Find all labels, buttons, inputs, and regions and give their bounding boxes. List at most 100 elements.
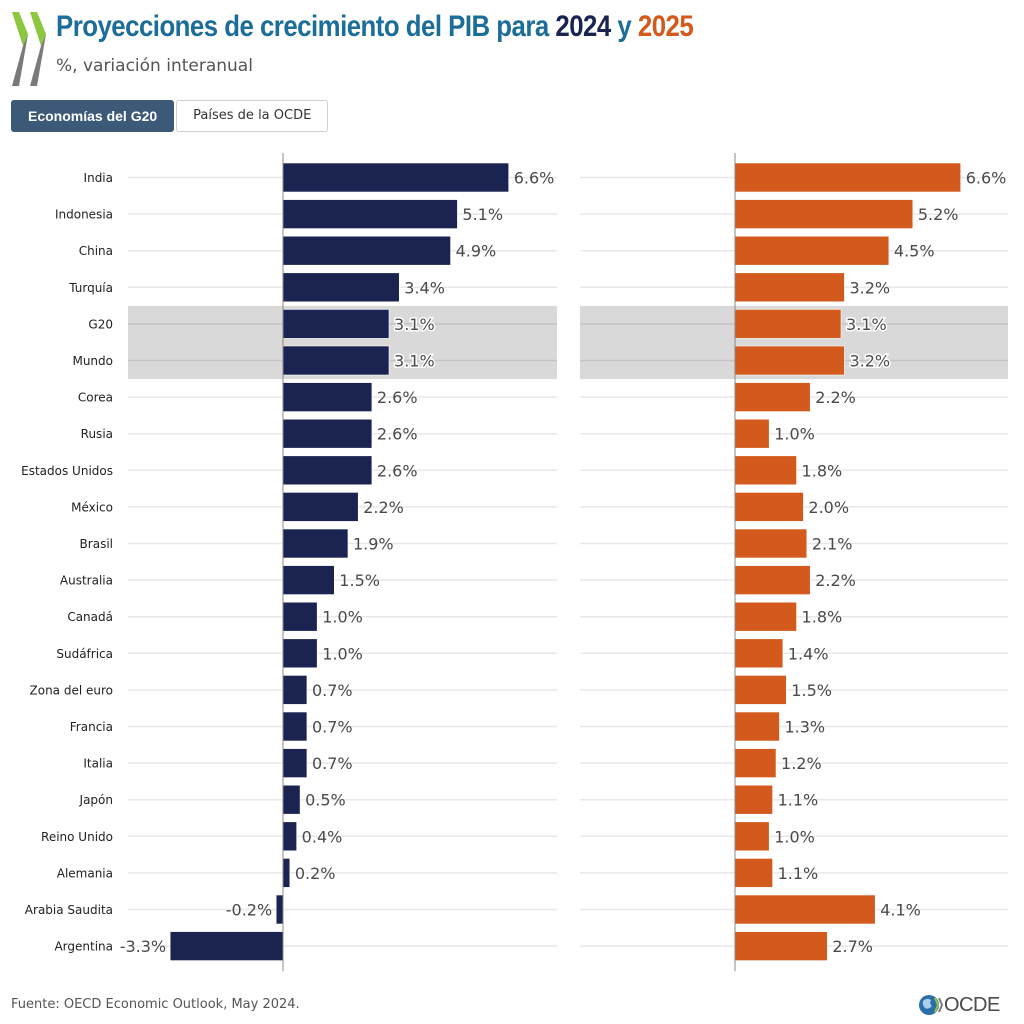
tab-g20-economies[interactable]: Economías del G20 — [11, 100, 175, 132]
data-label-2025: 3.2% — [849, 278, 890, 297]
bar-2025 — [734, 711, 780, 742]
category-label: Estados Unidos — [21, 464, 113, 478]
category-label: Australia — [60, 574, 113, 588]
bar-2025 — [734, 235, 890, 266]
bar-2024 — [282, 821, 297, 852]
category-label: India — [84, 171, 113, 185]
category-label: Indonesia — [55, 208, 113, 222]
bar-2025 — [734, 345, 845, 376]
data-label-2025: 1.0% — [774, 425, 815, 444]
category-label: Zona del euro — [30, 683, 113, 697]
bar-2025 — [734, 418, 770, 449]
bar-2025 — [734, 565, 811, 595]
bar-2025 — [734, 894, 876, 925]
bar-2025 — [734, 784, 773, 815]
bar-2025 — [734, 528, 808, 559]
data-label-2025: 2.2% — [815, 571, 856, 590]
bar-2024 — [282, 235, 451, 266]
data-label-2024: 0.7% — [312, 681, 353, 700]
data-label-2025: 2.2% — [815, 388, 856, 407]
category-label: China — [79, 244, 113, 258]
data-label-2024: 2.6% — [377, 425, 418, 444]
category-label: Japón — [79, 793, 113, 807]
category-label: Arabia Saudita — [25, 903, 113, 917]
category-label: México — [71, 500, 113, 514]
data-label-2024: 5.1% — [462, 205, 503, 224]
data-label-2024: 0.7% — [312, 754, 353, 773]
data-label-2024: 2.6% — [377, 388, 418, 407]
bar-2025 — [734, 162, 962, 193]
data-label-2025: 2.0% — [808, 498, 849, 517]
bar-2025 — [734, 601, 797, 632]
data-label-2024: 0.2% — [295, 864, 336, 883]
category-label: Italia — [83, 757, 113, 771]
bar-2024 — [282, 565, 335, 595]
data-label-2025: 1.4% — [788, 644, 829, 663]
data-label-2025: 1.1% — [778, 791, 819, 810]
data-label-2025: 3.2% — [849, 352, 890, 371]
data-label-2025: 3.1% — [846, 315, 887, 334]
bar-2024 — [282, 455, 373, 486]
data-label-2024: -3.3% — [120, 937, 166, 956]
data-label-2025: 1.3% — [784, 718, 825, 737]
title-year-2024: 2024 — [555, 10, 611, 43]
data-label-2025: 1.8% — [802, 461, 843, 480]
data-label-2025: 1.1% — [778, 864, 819, 883]
category-label: Mundo — [72, 354, 113, 368]
category-label: Rusia — [81, 427, 113, 441]
data-label-2025: 4.5% — [894, 242, 935, 261]
chart-subtitle: %, variación interanual — [56, 56, 253, 76]
chart-title: Proyecciones de crecimiento del PIB para… — [56, 10, 694, 44]
data-label-2025: 1.8% — [802, 608, 843, 627]
bar-2025 — [734, 199, 914, 229]
data-label-2024: 1.0% — [322, 644, 363, 663]
bar-2025 — [734, 382, 811, 412]
bar-2024 — [282, 638, 318, 669]
bar-2024 — [282, 858, 291, 888]
data-label-2024: 6.6% — [514, 169, 555, 188]
data-label-2024: 3.1% — [394, 315, 435, 334]
bar-2024 — [282, 418, 373, 449]
bar-2024 — [169, 931, 284, 961]
bar-2025 — [734, 858, 773, 888]
bar-2024 — [282, 711, 308, 742]
bar-2025 — [734, 492, 804, 522]
data-label-2024: 3.1% — [394, 352, 435, 371]
title-year-2025: 2025 — [637, 10, 694, 43]
data-label-2025: 1.5% — [791, 681, 832, 700]
category-label: Canadá — [67, 610, 113, 624]
bar-2024 — [282, 528, 349, 559]
category-label: Turquía — [68, 281, 113, 295]
bar-2024 — [282, 272, 400, 303]
data-label-2024: 4.9% — [456, 242, 497, 261]
data-label-2025: 1.0% — [774, 827, 815, 846]
data-label-2024: 3.4% — [404, 278, 445, 297]
title-joiner: y — [617, 10, 632, 43]
oecd-chevron-logo — [12, 12, 46, 86]
globe-icon — [919, 995, 944, 1015]
category-label: Reino Unido — [41, 830, 113, 844]
bar-2024 — [282, 345, 390, 376]
data-label-2024: 2.6% — [377, 461, 418, 480]
category-label: G20 — [88, 317, 113, 331]
bar-2024 — [282, 162, 510, 193]
bar-2024 — [282, 309, 390, 339]
data-label-2025: 6.6% — [966, 169, 1007, 188]
bar-2025 — [734, 638, 784, 669]
bar-2024 — [282, 784, 301, 815]
data-label-2024: 0.7% — [312, 718, 353, 737]
bar-2024 — [282, 492, 359, 522]
bar-2025 — [734, 748, 777, 778]
category-label: Alemania — [57, 866, 113, 880]
bar-2024 — [282, 199, 458, 229]
data-label-2024: 1.5% — [339, 571, 380, 590]
bar-2024 — [282, 382, 373, 412]
bar-2024 — [282, 601, 318, 632]
tab-bar: Economías del G20 Países de la OCDE — [11, 100, 329, 132]
tab-oecd-countries[interactable]: Países de la OCDE — [176, 100, 329, 132]
category-label: Francia — [70, 720, 113, 734]
title-prefix: Proyecciones de crecimiento del PIB para — [56, 10, 549, 43]
category-label: Corea — [78, 391, 113, 405]
category-label: Argentina — [54, 940, 113, 954]
category-label: Sudáfrica — [56, 647, 113, 661]
